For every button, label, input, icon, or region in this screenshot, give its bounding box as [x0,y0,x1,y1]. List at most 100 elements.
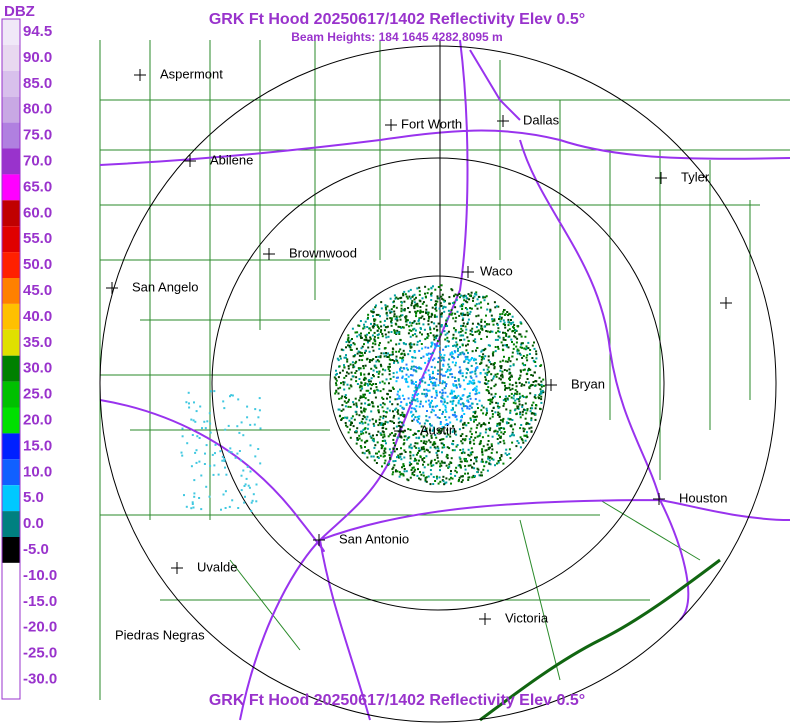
echo-pixel [354,397,357,400]
echo-pixel [502,323,505,326]
echo-pixel [517,378,520,381]
echo-pixel [440,464,443,467]
echo-pixel [412,382,415,385]
echo-pixel [413,307,416,310]
echo-pixel [457,464,460,467]
echo-pixel [451,352,454,355]
echo-pixel [340,397,343,400]
echo-pixel [430,380,432,383]
echo-pixel [516,352,519,355]
echo-pixel [335,382,337,385]
echo-pixel [374,444,377,447]
echo-pixel [376,441,379,444]
echo-pixel [424,361,427,364]
echo-pixel [386,397,388,400]
echo-pixel [460,414,463,417]
echo-pixel [473,467,476,470]
echo-pixel [447,363,450,366]
legend-label: -25.0 [23,645,57,662]
echo-pixel [441,446,444,449]
echo-pixel [415,322,418,325]
echo-pixel [494,464,496,467]
echo-pixel [488,462,491,465]
echo-pixel [525,412,528,415]
echo-pixel [413,470,416,473]
echo-pixel [493,385,496,388]
echo-pixel [450,470,452,473]
echo-pixel [464,295,467,298]
echo-pixel [414,356,417,359]
echo-pixel [476,347,479,349]
echo-pixel [454,351,457,354]
echo-pixel [480,404,483,407]
echo-pixel [434,405,437,408]
echo-pixel [431,351,434,354]
echo-pixel [485,383,488,385]
echo-pixel [519,374,522,377]
echo-pixel [378,327,380,330]
echo-pixel [403,465,405,468]
echo-pixel [425,312,428,315]
echo-pixel [466,382,469,385]
echo-pixel [511,419,514,421]
echo-pixel [346,338,349,341]
echo-pixel [534,361,537,363]
echo-pixel [539,408,542,411]
echo-pixel [468,454,471,457]
echo-pixel [181,435,184,438]
legend-label: 55.0 [23,230,52,247]
echo-pixel [523,368,526,371]
echo-pixel [474,387,476,390]
echo-pixel [427,449,429,452]
echo-pixel [400,307,403,310]
echo-pixel [510,322,513,324]
echo-pixel [434,304,437,307]
echo-pixel [431,376,434,379]
echo-pixel [518,392,521,395]
echo-pixel [497,434,500,437]
echo-pixel [373,320,376,323]
echo-pixel [402,349,405,352]
echo-pixel [364,349,367,352]
echo-pixel [254,455,257,458]
echo-pixel [419,331,421,334]
echo-pixel [436,456,439,459]
echo-pixel [521,405,524,408]
echo-pixel [526,408,529,411]
echo-pixel [345,424,347,427]
echo-pixel [393,315,396,318]
echo-pixel [481,458,484,461]
echo-pixel [363,351,366,354]
echo-pixel [407,479,410,482]
echo-pixel [359,335,362,338]
echo-pixel [464,313,467,316]
echo-pixel [384,333,387,336]
echo-pixel [540,401,543,404]
echo-pixel [362,409,365,412]
echo-pixel [362,394,365,397]
echo-pixel [470,307,473,310]
echo-pixel [514,392,517,395]
echo-pixel [461,479,464,482]
echo-pixel [491,415,494,418]
echo-pixel [465,435,468,438]
echo-pixel [342,408,345,411]
echo-pixel [469,441,472,444]
echo-pixel [459,457,462,460]
echo-pixel [415,405,418,408]
echo-pixel [470,291,473,294]
echo-pixel [428,315,430,318]
echo-pixel [511,355,514,358]
echo-pixel [479,474,482,477]
echo-pixel [425,440,428,443]
echo-pixel [430,321,433,324]
echo-pixel [369,387,372,390]
echo-pixel [442,374,444,377]
echo-pixel [475,293,478,296]
echo-pixel [486,389,489,392]
echo-pixel [487,434,490,437]
echo-pixel [441,479,444,482]
echo-pixel [385,378,388,381]
echo-pixel [523,434,526,437]
echo-pixel [358,414,361,417]
